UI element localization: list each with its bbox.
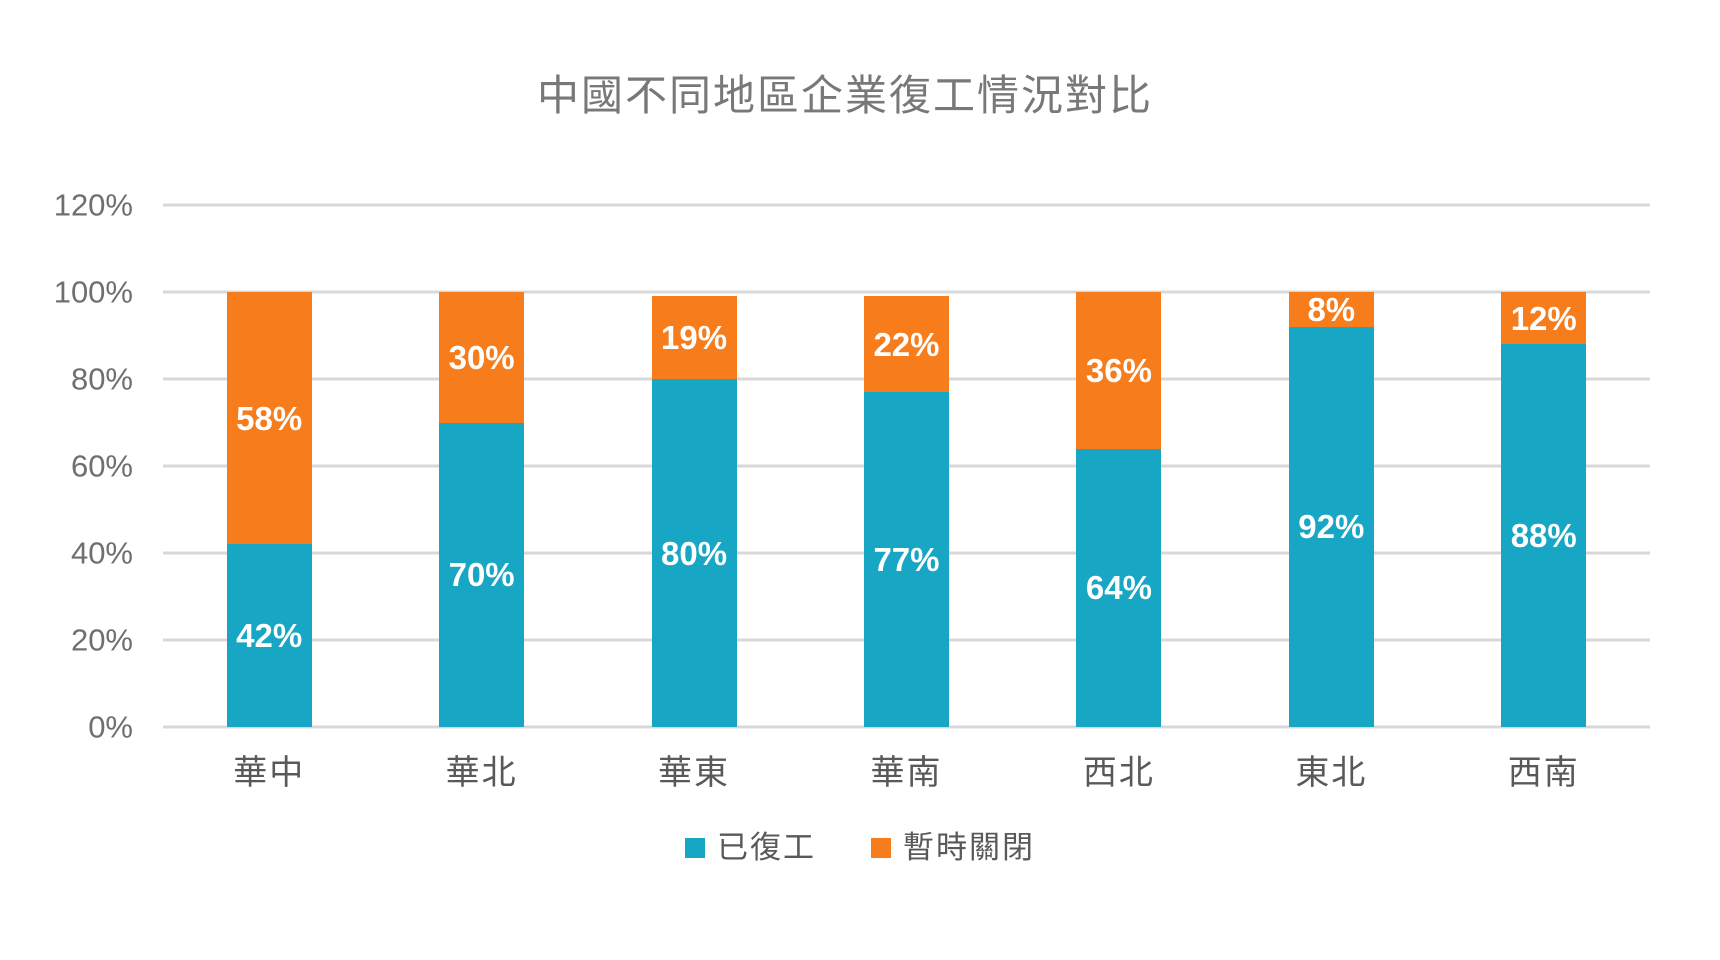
y-axis-tick-label: 60% [70, 448, 133, 484]
y-axis-tick-label: 120% [53, 187, 133, 223]
x-axis-category-label: 華南 [870, 754, 943, 792]
bar-value-label: 64% [1085, 569, 1152, 607]
bar-value-label: 42% [236, 617, 303, 655]
stacked-bar-6: 92% 8% [1288, 205, 1374, 727]
y-axis-tick-label: 100% [53, 274, 133, 310]
bar-slot: 42% 58% [163, 205, 375, 727]
bars-layer: 42% 58% 70% 30% 80% 19% 77% 22% 64% 36% 92% 8% 88% 12… [163, 205, 1650, 727]
bar-value-label: 80% [661, 534, 728, 572]
bar-segment-closed: 8% [1288, 290, 1374, 328]
stacked-bar-3: 80% 19% [651, 205, 737, 727]
bar-value-label: 12% [1510, 299, 1577, 337]
bar-value-label: 58% [236, 399, 303, 437]
bar-segment-closed: 58% [226, 292, 312, 545]
x-axis-category-label: 西南 [1507, 754, 1580, 792]
gridline [163, 725, 1650, 729]
bar-segment-closed: 12% [1501, 292, 1587, 345]
y-axis-tick-label: 40% [70, 535, 133, 571]
y-axis-tick-label: 80% [70, 361, 133, 397]
bar-value-label: 92% [1298, 508, 1365, 546]
gridline [163, 203, 1650, 207]
y-axis: 0% 20% 40% 60% 80% 100% 120% [0, 190, 133, 743]
bar-value-label: 36% [1085, 351, 1152, 389]
legend-item-closed: 暫時關閉 [871, 832, 1035, 863]
bar-slot: 64% 36% [1013, 205, 1225, 727]
x-axis-category-label: 華東 [658, 754, 731, 792]
bar-value-label: 77% [873, 541, 940, 579]
x-axis-category-label: 華中 [233, 754, 306, 792]
bar-value-label: 88% [1510, 517, 1577, 555]
stacked-bar-7: 88% 12% [1501, 205, 1587, 727]
stacked-bar-1: 42% 58% [226, 205, 312, 727]
plot-area: 42% 58% 70% 30% 80% 19% 77% 22% 64% 36% 92% 8% 88% 12… [163, 203, 1650, 729]
bar-segment-resumed: 64% [1076, 448, 1162, 727]
bar-segment-resumed: 77% [863, 392, 949, 727]
legend: 已復工 暫時關閉 [0, 832, 1720, 863]
bar-segment-closed: 22% [863, 296, 949, 393]
gridline [163, 290, 1650, 294]
bar-segment-resumed: 88% [1501, 344, 1587, 727]
bar-slot: 70% 30% [375, 205, 587, 727]
stacked-bar-4: 77% 22% [863, 205, 949, 727]
bar-segment-closed: 30% [439, 292, 525, 423]
legend-swatch [685, 837, 705, 858]
bar-value-label: 19% [661, 319, 728, 357]
legend-item-resumed: 已復工 [685, 832, 816, 863]
bar-slot: 77% 22% [800, 205, 1012, 727]
y-axis-tick-label: 0% [88, 709, 133, 745]
bar-value-label: 30% [448, 338, 515, 376]
bar-segment-resumed: 70% [439, 422, 525, 727]
stacked-bar-2: 70% 30% [439, 205, 525, 727]
bar-value-label: 22% [873, 325, 940, 363]
bar-segment-resumed: 92% [1288, 326, 1374, 727]
x-axis: 華中 華北 華東 華南 西北 東北 西南 [163, 753, 1650, 794]
legend-label: 暫時關閉 [903, 830, 1035, 865]
bar-value-label: 8% [1307, 290, 1356, 328]
y-axis-tick-label: 20% [70, 622, 133, 658]
stacked-bar-5: 64% 36% [1076, 205, 1162, 727]
chart-title: 中國不同地區企業復工情況對比 [536, 72, 1153, 119]
x-axis-category-label: 西北 [1082, 754, 1155, 792]
bar-segment-resumed: 42% [226, 544, 312, 727]
bar-segment-closed: 36% [1076, 292, 1162, 449]
x-axis-category-label: 東北 [1295, 754, 1368, 792]
bar-segment-closed: 19% [651, 296, 737, 379]
bar-slot: 80% 19% [588, 205, 800, 727]
bar-slot: 88% 12% [1438, 205, 1650, 727]
bar-segment-resumed: 80% [651, 379, 737, 727]
bar-slot: 92% 8% [1225, 205, 1437, 727]
legend-swatch [871, 837, 891, 858]
bar-value-label: 70% [448, 556, 515, 594]
legend-label: 已復工 [717, 830, 816, 865]
x-axis-category-label: 華北 [445, 754, 518, 792]
